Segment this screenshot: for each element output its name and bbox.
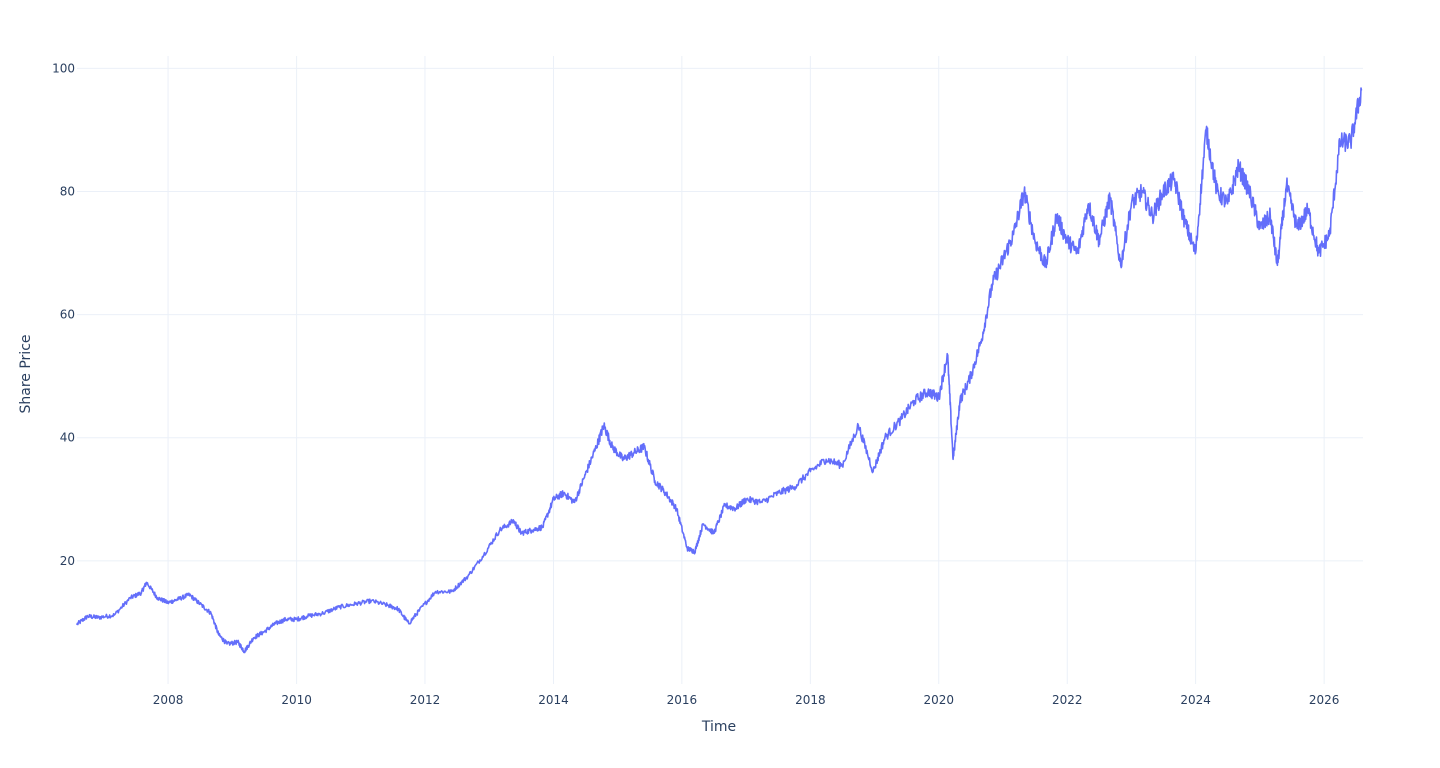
x-tick-label: 2010 xyxy=(281,693,312,707)
x-tick-label: 2024 xyxy=(1180,693,1211,707)
x-tick-label: 2012 xyxy=(410,693,441,707)
y-tick-label: 60 xyxy=(60,308,75,322)
y-tick-label: 80 xyxy=(60,184,75,198)
x-tick-label: 2026 xyxy=(1309,693,1340,707)
tick-labels: 2008 2010 2012 2014 2016 2018 2020 2022 2024 2026… xyxy=(52,61,1339,707)
x-tick-label: 2014 xyxy=(538,693,569,707)
x-tick-label: 2008 xyxy=(153,693,184,707)
x-tick-label: 2020 xyxy=(923,693,954,707)
x-tick-label: 2016 xyxy=(667,693,698,707)
y-tick-label: 20 xyxy=(60,554,75,568)
series-layer xyxy=(76,87,1363,654)
grid xyxy=(77,56,1363,684)
y-tick-label: 40 xyxy=(60,431,75,445)
share-price-line xyxy=(76,87,1363,654)
y-axis-title: Share Price xyxy=(18,334,34,413)
x-tick-label: 2018 xyxy=(795,693,826,707)
x-axis-title: Time xyxy=(701,719,736,735)
x-tick-label: 2022 xyxy=(1052,693,1083,707)
y-tick-label: 100 xyxy=(52,61,75,75)
